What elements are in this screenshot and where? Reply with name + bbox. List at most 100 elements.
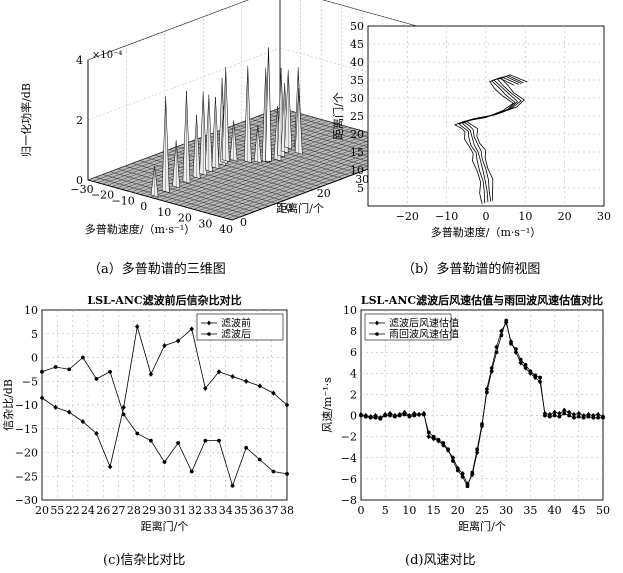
data-point-2 <box>499 333 504 338</box>
x-tick-label: 40 <box>548 504 562 517</box>
data-point-1 <box>257 383 262 389</box>
chart-title: LSL-ANC滤波前后信杂比对比 <box>87 293 241 307</box>
data-point-2 <box>397 413 402 418</box>
x-tick-label: 30 <box>198 217 212 230</box>
data-point-2 <box>412 413 417 418</box>
y-tick-label: −4 <box>341 452 357 465</box>
data-point-2 <box>217 438 221 443</box>
y-tick-label: 8 <box>350 325 357 338</box>
caption-a: （a）多普勒谱的三维图 <box>88 262 226 277</box>
data-point-1 <box>271 390 276 396</box>
data-point-2 <box>586 414 591 419</box>
data-point-2 <box>557 414 562 419</box>
data-point-1 <box>591 412 596 419</box>
y-tick-label: 2 <box>350 388 357 401</box>
data-point-2 <box>368 415 373 420</box>
data-point-2 <box>422 412 426 417</box>
contour-line <box>465 74 528 201</box>
y-tick-label: −15 <box>15 423 38 436</box>
legend-box <box>364 313 452 341</box>
data-point-2 <box>392 414 397 419</box>
y-tick-label: 10 <box>278 202 292 215</box>
x-tick-label: 38 <box>280 504 294 517</box>
surface-mesh-line <box>198 138 391 211</box>
x-tick-label: −10 <box>435 210 458 223</box>
data-point-2 <box>446 447 451 452</box>
y-tick-label: 0 <box>31 352 38 365</box>
x-tick-label: 20 <box>35 504 49 517</box>
x-tick-label: 22 <box>66 504 80 517</box>
data-point-2 <box>441 441 446 445</box>
x-tick-label: 10 <box>518 210 532 223</box>
data-point-1 <box>107 464 113 470</box>
panel-b-contour: −20 −10 0 10 20 305101520253035404550多普勒速度/（m… <box>331 20 611 239</box>
data-point-1 <box>595 411 601 418</box>
data-point-2 <box>189 469 194 474</box>
y-axis-label: 风速/m⁻¹·s <box>321 377 334 433</box>
data-point-2 <box>359 413 363 418</box>
x-tick-label: 0 <box>140 200 147 213</box>
x-tick-label: 50 <box>596 504 610 517</box>
legend-marker-2 <box>207 332 211 336</box>
x-tick-label: 24 <box>81 504 95 517</box>
data-point-2 <box>489 369 494 374</box>
data-point-1 <box>284 402 290 408</box>
y-tick-label: 20 <box>350 128 364 141</box>
data-point-1 <box>562 407 567 413</box>
data-point-1 <box>94 430 99 437</box>
x-tick-label: 36 <box>249 504 263 517</box>
data-point-1 <box>571 411 577 418</box>
data-point-1 <box>230 373 235 380</box>
data-point-2 <box>285 471 289 476</box>
data-point-2 <box>451 459 455 463</box>
data-point-2 <box>538 375 542 380</box>
x-tick-label: 5 <box>382 504 389 517</box>
data-point-1 <box>552 409 557 415</box>
legend-label-2: 滤波后 <box>221 328 251 341</box>
x-tick-label: 20 <box>178 212 192 225</box>
y-tick-label: 10 <box>343 304 357 317</box>
data-point-2 <box>40 369 44 374</box>
data-point-1 <box>67 409 72 415</box>
surface-peak-main <box>265 47 272 162</box>
data-point-1 <box>518 360 523 366</box>
surface-mesh-line <box>183 134 377 207</box>
data-point-1 <box>162 343 167 349</box>
z-tick-label: 0 <box>76 174 83 187</box>
data-point-2 <box>562 411 567 416</box>
x-tick-label: 26 <box>96 504 110 517</box>
data-point-2 <box>480 422 484 426</box>
panel-a-3d-surface: −30−20−1001020304001020304050024×10⁻⁴归一化… <box>19 0 446 236</box>
data-point-2 <box>504 318 509 323</box>
data-point-2 <box>470 470 475 475</box>
data-point-1 <box>499 328 504 334</box>
data-point-2 <box>494 350 499 355</box>
z-tick-label: 2 <box>76 114 83 127</box>
y-tick-label: 30 <box>355 173 369 186</box>
surface-mesh-line <box>174 131 367 205</box>
data-point-2 <box>581 415 586 420</box>
x-tick-label: 35 <box>234 504 248 517</box>
x-tick-label: 32 <box>188 504 202 517</box>
surface-mesh-line <box>193 137 386 210</box>
data-point-2 <box>533 373 538 378</box>
y-tick-label: −25 <box>15 470 38 483</box>
data-point-2 <box>475 447 480 452</box>
data-point-2 <box>513 347 518 351</box>
y-tick-label: 10 <box>24 304 38 317</box>
z-scale-label: ×10⁻⁴ <box>92 50 122 61</box>
x-tick-label: −20 <box>396 210 419 223</box>
y-tick-label: 6 <box>350 346 357 359</box>
x-tick-label: 33 <box>203 504 217 517</box>
data-point-2 <box>518 357 523 362</box>
data-point-1 <box>528 370 533 376</box>
data-point-1 <box>175 338 181 344</box>
x-tick-label: 28 <box>127 504 141 517</box>
legend-label-2: 雨回波风速估值 <box>389 328 459 341</box>
data-point-2 <box>572 415 576 420</box>
contour-line <box>458 76 519 204</box>
data-point-1 <box>53 404 58 410</box>
data-point-2 <box>436 437 441 442</box>
x-axis-label: 距离门/个 <box>141 519 189 533</box>
